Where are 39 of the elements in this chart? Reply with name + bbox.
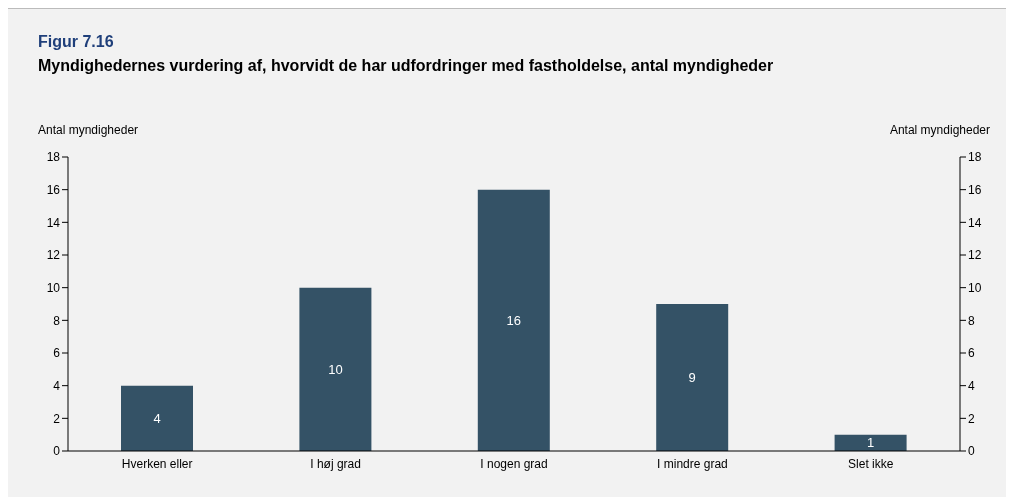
- y2-tick-label: 10: [968, 280, 982, 295]
- data-label: 1: [866, 435, 875, 451]
- y-tick-label: 16: [46, 182, 61, 197]
- y2-tick-label: 6: [968, 346, 975, 361]
- y2-tick-label: 18: [968, 150, 982, 165]
- y2-tick-label: 12: [968, 248, 982, 263]
- y-tick-label: 8: [53, 313, 61, 328]
- chart-title: Figur 7.16: [38, 33, 114, 51]
- bar: [656, 304, 729, 451]
- y2-tick-label: 4: [968, 378, 975, 393]
- bar: [834, 434, 907, 451]
- data-label: 16: [506, 312, 522, 328]
- y2-tick-label: 8: [968, 313, 975, 328]
- y-tick-label: 12: [46, 248, 61, 263]
- y2-tick-label: 14: [968, 215, 982, 230]
- bar: [477, 189, 550, 451]
- y-axis-title: Antal myndigheder: [38, 123, 139, 137]
- x-tick-label: Slet ikke: [848, 456, 894, 471]
- y2-tick-label: 16: [968, 182, 982, 197]
- y2-tick-label: 0: [968, 444, 975, 459]
- x-tick-label: I mindre grad: [657, 456, 728, 471]
- data-label: 9: [688, 370, 696, 386]
- x-tick-label: I nogen grad: [480, 456, 548, 471]
- y-tick-label: 6: [53, 346, 61, 361]
- data-label: 10: [328, 361, 343, 377]
- chart-subtitle: Myndighedernes vurdering af, hvorvidt de har udfordringer med fastholdelse, antal myndigheder: [38, 57, 774, 75]
- y-tick-label: 10: [46, 280, 61, 295]
- data-label: 4: [153, 410, 161, 426]
- y2-axis-title: Antal myndigheder: [889, 123, 990, 137]
- y2-tick-label: 2: [968, 411, 975, 426]
- y-tick-label: 18: [46, 150, 61, 165]
- y-tick-label: 2: [53, 411, 61, 426]
- x-tick-label: Hverken eller: [121, 456, 193, 471]
- y-tick-label: 14: [46, 215, 61, 230]
- bar: [299, 287, 372, 451]
- x-tick-label: I høj grad: [310, 456, 361, 471]
- y-tick-label: 4: [53, 378, 61, 393]
- y-tick-label: 0: [53, 444, 61, 459]
- bar: [121, 385, 193, 451]
